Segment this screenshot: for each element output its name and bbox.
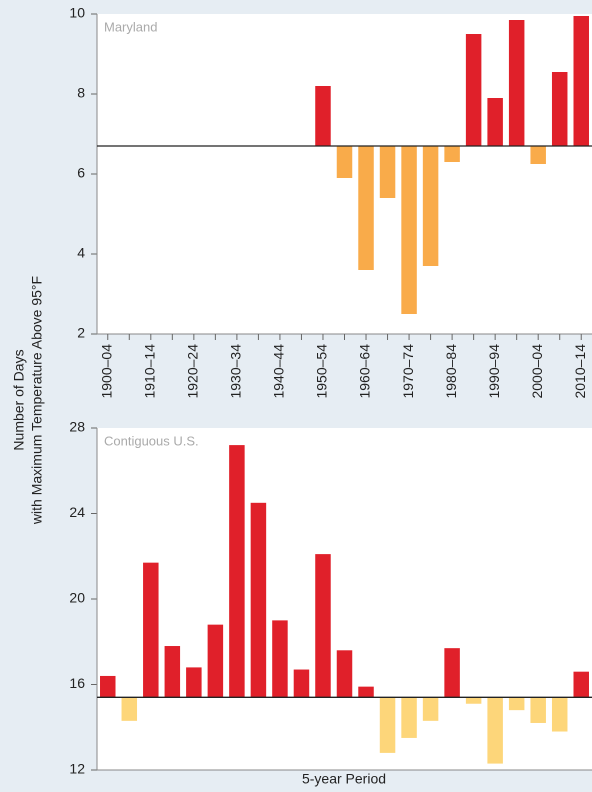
bar	[293, 669, 310, 698]
x-tick-label: 1910–14	[142, 344, 158, 399]
bar	[573, 671, 589, 698]
panel-label: Contiguous U.S.	[104, 433, 199, 448]
bar	[379, 697, 396, 753]
bar	[315, 554, 331, 698]
x-tick-label: 1920–24	[185, 344, 201, 399]
bar	[250, 502, 267, 698]
bar	[164, 646, 181, 698]
y-tick-label: 2	[77, 325, 85, 341]
bar	[100, 675, 116, 698]
bar	[121, 697, 138, 721]
y-axis-label: with Maximum Temperature Above 95°F	[29, 276, 45, 525]
bar	[401, 146, 417, 314]
x-tick-label: 2010–14	[572, 344, 588, 399]
bar	[465, 697, 482, 704]
bar	[551, 72, 568, 146]
x-tick-label: 1980–84	[443, 344, 459, 399]
bar	[229, 445, 245, 698]
y-tick-label: 10	[69, 5, 85, 21]
bar	[487, 98, 503, 146]
x-tick-label: 1930–34	[228, 344, 244, 399]
bar	[508, 697, 525, 711]
y-tick-label: 6	[77, 165, 85, 181]
bar	[487, 697, 503, 764]
y-tick-label: 12	[69, 761, 85, 777]
panel-bg	[97, 428, 592, 770]
x-axis-label: 5-year Period	[302, 771, 386, 787]
bar	[207, 624, 224, 698]
panel-label: Maryland	[104, 19, 157, 34]
x-tick-label: 1960–64	[357, 344, 373, 399]
bar	[444, 146, 460, 162]
bar	[551, 697, 568, 732]
x-tick-label: 2000–04	[529, 344, 545, 399]
bar	[444, 648, 460, 698]
bar	[530, 697, 546, 723]
y-tick-label: 28	[69, 419, 85, 435]
bar	[143, 562, 159, 698]
y-tick-label: 16	[69, 675, 85, 691]
y-axis-label: Number of Days	[11, 349, 27, 450]
x-tick-label: 1970–74	[400, 344, 416, 399]
bar	[272, 620, 288, 698]
bar	[422, 146, 439, 266]
y-tick-label: 24	[69, 504, 85, 520]
x-tick-label: 1950–54	[314, 344, 330, 399]
bar	[186, 667, 202, 698]
bar	[508, 20, 525, 146]
bar	[573, 16, 589, 146]
bar	[315, 86, 331, 146]
bar	[336, 146, 353, 178]
y-tick-label: 4	[77, 245, 85, 261]
x-tick-label: 1900–04	[98, 344, 114, 399]
x-tick-label: 1990–94	[486, 344, 502, 399]
y-tick-label: 8	[77, 85, 85, 101]
bar	[379, 146, 396, 198]
bar	[358, 146, 374, 270]
x-tick-label: 1940–44	[271, 344, 287, 399]
bar	[336, 650, 353, 698]
bar	[465, 34, 482, 146]
bar	[401, 697, 417, 738]
bar	[358, 686, 374, 698]
bar	[530, 146, 546, 164]
y-tick-label: 20	[69, 590, 85, 606]
bar	[422, 697, 439, 721]
